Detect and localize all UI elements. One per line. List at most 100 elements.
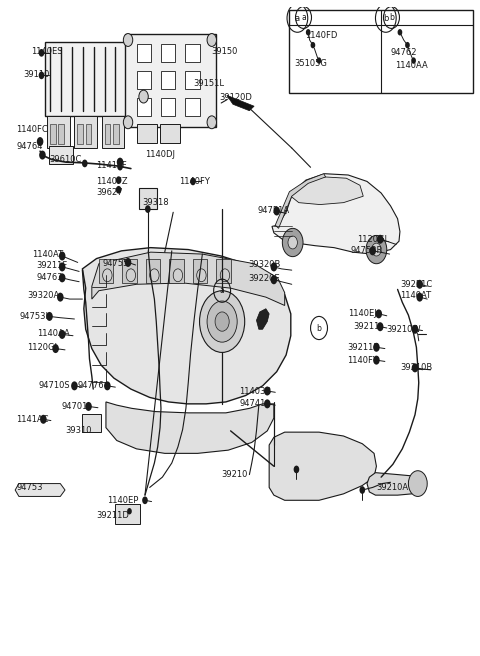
FancyBboxPatch shape xyxy=(115,504,140,524)
Text: 1120GL: 1120GL xyxy=(357,235,389,244)
Circle shape xyxy=(412,325,418,334)
Polygon shape xyxy=(106,402,274,453)
Text: 94755: 94755 xyxy=(103,259,129,268)
Circle shape xyxy=(373,356,380,365)
FancyBboxPatch shape xyxy=(105,123,110,144)
Circle shape xyxy=(207,33,216,47)
Circle shape xyxy=(282,228,303,256)
Text: 1140FZ: 1140FZ xyxy=(96,177,128,186)
Text: 94764: 94764 xyxy=(16,142,43,151)
FancyBboxPatch shape xyxy=(74,116,97,148)
Circle shape xyxy=(288,236,298,249)
Circle shape xyxy=(173,269,182,281)
Text: b: b xyxy=(317,323,322,333)
Polygon shape xyxy=(291,177,363,205)
Circle shape xyxy=(59,274,65,282)
Polygon shape xyxy=(256,309,269,329)
FancyBboxPatch shape xyxy=(86,123,91,144)
FancyBboxPatch shape xyxy=(77,123,83,144)
Circle shape xyxy=(274,207,280,215)
Circle shape xyxy=(127,508,132,514)
Text: 1140AT: 1140AT xyxy=(32,249,63,258)
Circle shape xyxy=(139,90,148,103)
Text: 39251C: 39251C xyxy=(400,280,432,289)
Circle shape xyxy=(150,269,159,281)
Circle shape xyxy=(370,247,376,255)
Circle shape xyxy=(104,381,110,390)
Polygon shape xyxy=(272,174,400,254)
FancyBboxPatch shape xyxy=(113,123,119,144)
Text: 94741: 94741 xyxy=(239,399,265,408)
Circle shape xyxy=(317,57,322,64)
Text: 94776: 94776 xyxy=(78,381,104,390)
Circle shape xyxy=(377,235,384,244)
FancyBboxPatch shape xyxy=(83,414,101,432)
Circle shape xyxy=(416,280,423,289)
Circle shape xyxy=(405,42,410,49)
FancyBboxPatch shape xyxy=(185,98,200,116)
FancyBboxPatch shape xyxy=(161,71,175,89)
FancyBboxPatch shape xyxy=(169,258,183,283)
FancyBboxPatch shape xyxy=(137,123,157,143)
Circle shape xyxy=(117,157,123,167)
Circle shape xyxy=(125,258,132,267)
Circle shape xyxy=(40,415,47,424)
Circle shape xyxy=(59,251,65,260)
Text: 94753: 94753 xyxy=(16,483,43,492)
Text: b: b xyxy=(389,13,394,22)
FancyBboxPatch shape xyxy=(136,71,151,89)
Text: 39220E: 39220E xyxy=(249,274,280,283)
Text: 39210B: 39210B xyxy=(400,363,432,373)
Circle shape xyxy=(123,116,133,129)
Text: 94751A: 94751A xyxy=(258,207,290,215)
Text: 1140FY: 1140FY xyxy=(347,356,378,365)
Circle shape xyxy=(373,343,380,352)
Text: 39210: 39210 xyxy=(221,470,248,479)
Circle shape xyxy=(207,116,216,129)
Text: 39210A: 39210A xyxy=(376,483,408,492)
FancyBboxPatch shape xyxy=(122,258,136,283)
Text: 39211F: 39211F xyxy=(37,261,68,270)
Text: 1140FC: 1140FC xyxy=(16,125,48,134)
Circle shape xyxy=(57,293,63,302)
Circle shape xyxy=(52,344,59,353)
Circle shape xyxy=(82,159,87,167)
FancyBboxPatch shape xyxy=(185,44,200,62)
Circle shape xyxy=(220,269,229,281)
Text: 1120GL: 1120GL xyxy=(27,343,60,352)
Circle shape xyxy=(39,49,44,56)
FancyBboxPatch shape xyxy=(99,258,113,283)
Circle shape xyxy=(215,312,229,331)
Text: 11403B: 11403B xyxy=(239,386,271,396)
Polygon shape xyxy=(83,248,291,404)
Circle shape xyxy=(46,312,53,321)
Text: 39120D: 39120D xyxy=(219,93,252,102)
Text: 39210W: 39210W xyxy=(386,325,420,334)
Circle shape xyxy=(116,186,121,194)
Circle shape xyxy=(271,262,277,272)
Text: 39310: 39310 xyxy=(65,426,92,436)
Text: 39627: 39627 xyxy=(96,188,123,197)
Text: a: a xyxy=(295,14,300,22)
Circle shape xyxy=(59,262,65,272)
FancyBboxPatch shape xyxy=(139,188,157,209)
Text: b: b xyxy=(383,14,388,22)
Text: 1141FF: 1141FF xyxy=(96,161,127,170)
Polygon shape xyxy=(269,432,376,501)
Circle shape xyxy=(123,33,133,47)
Polygon shape xyxy=(367,472,422,495)
Circle shape xyxy=(397,29,402,35)
Text: 1140EJ: 1140EJ xyxy=(348,310,377,318)
Circle shape xyxy=(207,301,237,342)
Circle shape xyxy=(197,269,206,281)
Circle shape xyxy=(85,402,92,411)
Circle shape xyxy=(271,276,277,284)
Text: 39110: 39110 xyxy=(24,70,50,79)
Circle shape xyxy=(39,151,46,159)
FancyBboxPatch shape xyxy=(146,258,160,283)
Text: 1140FD: 1140FD xyxy=(305,31,337,40)
Circle shape xyxy=(408,471,427,497)
Circle shape xyxy=(412,363,418,373)
Text: 94753R: 94753R xyxy=(350,247,383,255)
Circle shape xyxy=(411,57,416,64)
